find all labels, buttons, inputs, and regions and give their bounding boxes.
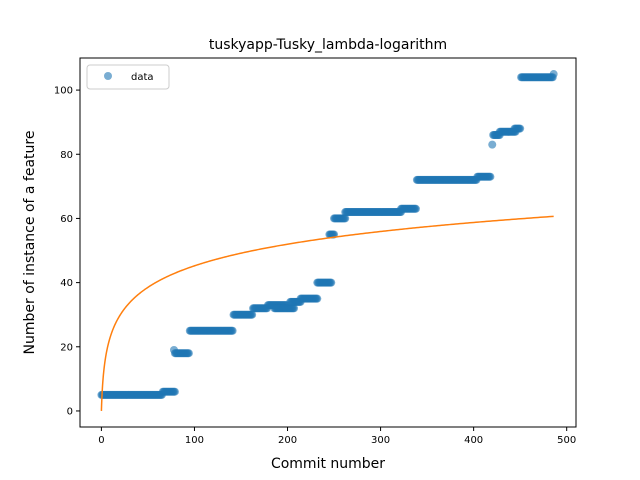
x-tick-label: 300 [371, 435, 390, 446]
y-tick-label: 0 [67, 406, 73, 417]
data-point [516, 124, 525, 133]
axes-frame [79, 57, 577, 428]
x-tick-label: 500 [557, 435, 576, 446]
y-tick-label: 60 [60, 214, 73, 225]
plot-area [97, 70, 558, 412]
y-tick-label: 80 [60, 150, 73, 161]
data-point [228, 326, 237, 335]
x-tick-label: 0 [98, 435, 104, 446]
data-point [341, 214, 350, 223]
x-axis: 0 100 200 300 400 500 [98, 427, 576, 446]
y-tick-label: 20 [60, 342, 73, 353]
data-point [313, 294, 322, 303]
legend-marker-data [104, 72, 112, 80]
data-point [184, 349, 193, 358]
legend-frame [86, 64, 170, 90]
data-point [549, 70, 558, 79]
data-point [327, 278, 336, 287]
y-axis-label: Number of instance of a feature [22, 131, 38, 355]
y-tick-label: 100 [54, 86, 73, 97]
y-axis: 0 20 40 60 80 100 [54, 86, 80, 417]
data-point [248, 310, 257, 319]
x-tick-label: 200 [278, 435, 297, 446]
data-point [170, 387, 179, 396]
x-tick-label: 100 [185, 435, 204, 446]
data-point [411, 204, 420, 213]
legend: data [86, 64, 170, 90]
x-axis-label: Commit number [271, 456, 385, 472]
data-point [488, 140, 497, 149]
data-series [97, 70, 558, 399]
y-tick-label: 40 [60, 278, 73, 289]
fit-line [100, 215, 554, 412]
data-point [486, 172, 495, 181]
x-tick-label: 400 [464, 435, 483, 446]
chart-title: tuskyapp-Tusky_lambda-logarithm [209, 37, 447, 53]
data-point [290, 304, 299, 313]
legend-label-data: data [131, 72, 154, 83]
